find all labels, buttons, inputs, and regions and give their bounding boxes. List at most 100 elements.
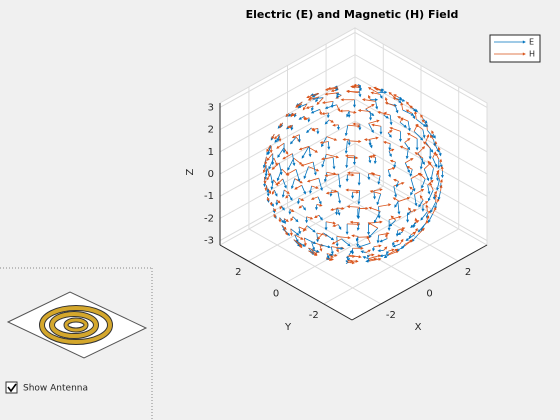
field-arrow	[422, 201, 429, 206]
field-arrow	[278, 217, 282, 223]
y-axis-label: Y	[284, 322, 292, 333]
field-arrow	[427, 213, 434, 223]
y-tick-label: -2	[309, 310, 319, 321]
grid-line	[354, 98, 488, 175]
field-arrow	[389, 114, 393, 126]
field-arrow	[336, 246, 344, 250]
field-arrow	[422, 118, 428, 124]
field-arrow	[344, 125, 349, 137]
grid-line	[219, 120, 356, 197]
field-arrow	[388, 91, 396, 99]
field-arrow	[269, 202, 273, 206]
field-arrow	[311, 249, 320, 253]
field-arrow	[369, 136, 379, 140]
field-arrow	[344, 140, 348, 154]
field-arrow	[326, 258, 333, 261]
field-arrow	[339, 109, 350, 113]
field-arrow	[279, 205, 283, 210]
field-arrow	[358, 124, 362, 131]
field-arrow	[326, 136, 338, 141]
field-arrow	[410, 172, 422, 179]
field-arrow	[295, 240, 303, 249]
field-arrow	[356, 222, 360, 231]
field-arrow	[405, 109, 413, 114]
field-arrow	[351, 192, 355, 199]
field-arrow	[417, 223, 426, 233]
field-arrow	[332, 224, 339, 227]
field-arrow	[347, 139, 351, 146]
grid-line	[219, 32, 356, 108]
field-arrow	[283, 218, 289, 222]
field-arrow	[273, 134, 280, 140]
field-arrow	[306, 177, 319, 183]
field-arrow	[405, 158, 414, 164]
field-arrow	[332, 123, 339, 127]
field-arrow	[319, 109, 323, 116]
field-arrow	[264, 185, 268, 192]
field-arrow	[319, 244, 331, 249]
field-arrow	[282, 143, 286, 154]
x-tick-label: -2	[386, 310, 396, 321]
field-arrow	[283, 189, 290, 195]
field-arrow	[342, 138, 350, 141]
field-arrow	[385, 233, 389, 239]
field-arrow	[336, 236, 351, 240]
field-arrow	[352, 190, 360, 194]
field-arrow	[494, 52, 526, 56]
field-arrow	[324, 92, 339, 96]
field-arrow	[383, 246, 388, 251]
field-arrow	[301, 185, 306, 195]
field-arrow	[398, 99, 402, 104]
field-arrow	[306, 92, 319, 99]
field-arrow	[387, 130, 393, 134]
field-arrow	[379, 238, 388, 243]
field-arrow	[285, 194, 290, 199]
field-arrow	[414, 152, 424, 159]
field-arrow	[318, 178, 323, 192]
field-arrow	[288, 194, 293, 201]
field-arrow	[282, 178, 287, 189]
field-arrow	[409, 186, 414, 191]
field-arrow	[429, 182, 434, 191]
field-arrow	[373, 188, 383, 192]
field-arrow	[266, 173, 271, 181]
field-arrow	[340, 98, 355, 102]
field-arrow	[316, 203, 323, 207]
field-arrow	[316, 97, 324, 106]
field-arrow	[432, 157, 438, 168]
field-arrow	[433, 190, 438, 195]
field-arrow	[302, 103, 308, 111]
field-arrow	[399, 121, 407, 128]
field-arrow	[367, 222, 379, 229]
field-arrow	[398, 131, 402, 143]
field-arrow	[273, 213, 276, 219]
field-arrow	[263, 176, 267, 185]
field-arrow	[419, 173, 426, 180]
field-arrow	[326, 112, 330, 119]
field-arrow	[304, 237, 317, 244]
z-tick-label: 0	[208, 169, 214, 180]
field-arrow	[291, 134, 300, 139]
field-arrow	[287, 112, 294, 117]
field-arrow	[348, 249, 353, 256]
field-arrow	[316, 232, 319, 243]
field-arrow	[439, 179, 443, 184]
field-arrow	[328, 119, 334, 123]
field-arrow	[321, 112, 329, 116]
field-arrow	[267, 145, 271, 156]
field-arrow	[392, 97, 399, 101]
field-arrow	[282, 153, 293, 160]
field-arrow	[264, 164, 268, 177]
checkbox-label[interactable]: Show Antenna	[23, 384, 88, 394]
field-arrow	[286, 169, 297, 175]
field-arrow	[406, 210, 412, 216]
field-arrow	[325, 191, 338, 195]
checkbox-box[interactable]	[5, 381, 18, 394]
field-arrow	[295, 103, 302, 108]
field-arrow	[369, 111, 372, 121]
show-antenna-checkbox[interactable]: Show Antenna	[5, 381, 88, 394]
field-arrow	[336, 207, 345, 210]
field-arrow	[281, 189, 285, 198]
field-arrow	[369, 257, 382, 262]
field-arrow	[361, 98, 376, 102]
